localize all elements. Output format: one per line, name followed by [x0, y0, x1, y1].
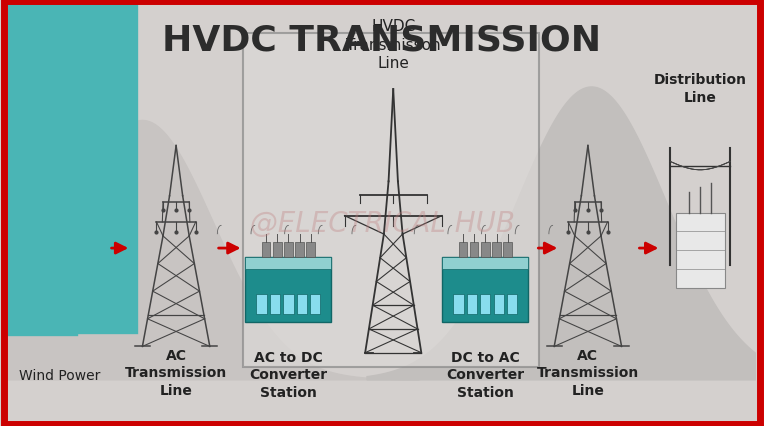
Bar: [296, 242, 304, 257]
Bar: [470, 242, 478, 257]
Polygon shape: [0, 121, 419, 380]
Bar: [467, 294, 477, 314]
Text: AC
Transmission
Line: AC Transmission Line: [537, 348, 639, 397]
Bar: [507, 294, 517, 314]
Bar: [442, 257, 529, 322]
Bar: [503, 242, 512, 257]
Text: Distribution
Line: Distribution Line: [654, 73, 746, 104]
Bar: [453, 294, 464, 314]
Bar: [270, 294, 280, 314]
Bar: [481, 242, 490, 257]
Bar: [492, 242, 501, 257]
Text: HVDC TRANSMISSION: HVDC TRANSMISSION: [163, 23, 601, 57]
FancyBboxPatch shape: [244, 34, 539, 368]
Bar: [284, 242, 293, 257]
Bar: [257, 294, 267, 314]
Bar: [262, 242, 270, 257]
Bar: [296, 294, 307, 314]
Bar: [310, 294, 320, 314]
Text: @ELECTRICAL HUB: @ELECTRICAL HUB: [250, 210, 514, 237]
Bar: [480, 294, 490, 314]
Bar: [458, 242, 468, 257]
Bar: [676, 213, 724, 288]
Text: Wind Power: Wind Power: [19, 368, 101, 382]
Text: DC to AC
Converter
Station: DC to AC Converter Station: [446, 350, 524, 399]
Bar: [245, 257, 332, 269]
Text: HVDC
Transmisson
Line: HVDC Transmisson Line: [346, 19, 441, 71]
Text: AC to DC
Converter
Station: AC to DC Converter Station: [249, 350, 328, 399]
Bar: [283, 294, 293, 314]
Text: AC
Transmission
Line: AC Transmission Line: [125, 348, 227, 397]
Bar: [245, 257, 332, 322]
Bar: [273, 242, 281, 257]
Bar: [494, 294, 504, 314]
Polygon shape: [367, 88, 764, 380]
Bar: [442, 257, 529, 269]
Bar: [306, 242, 315, 257]
